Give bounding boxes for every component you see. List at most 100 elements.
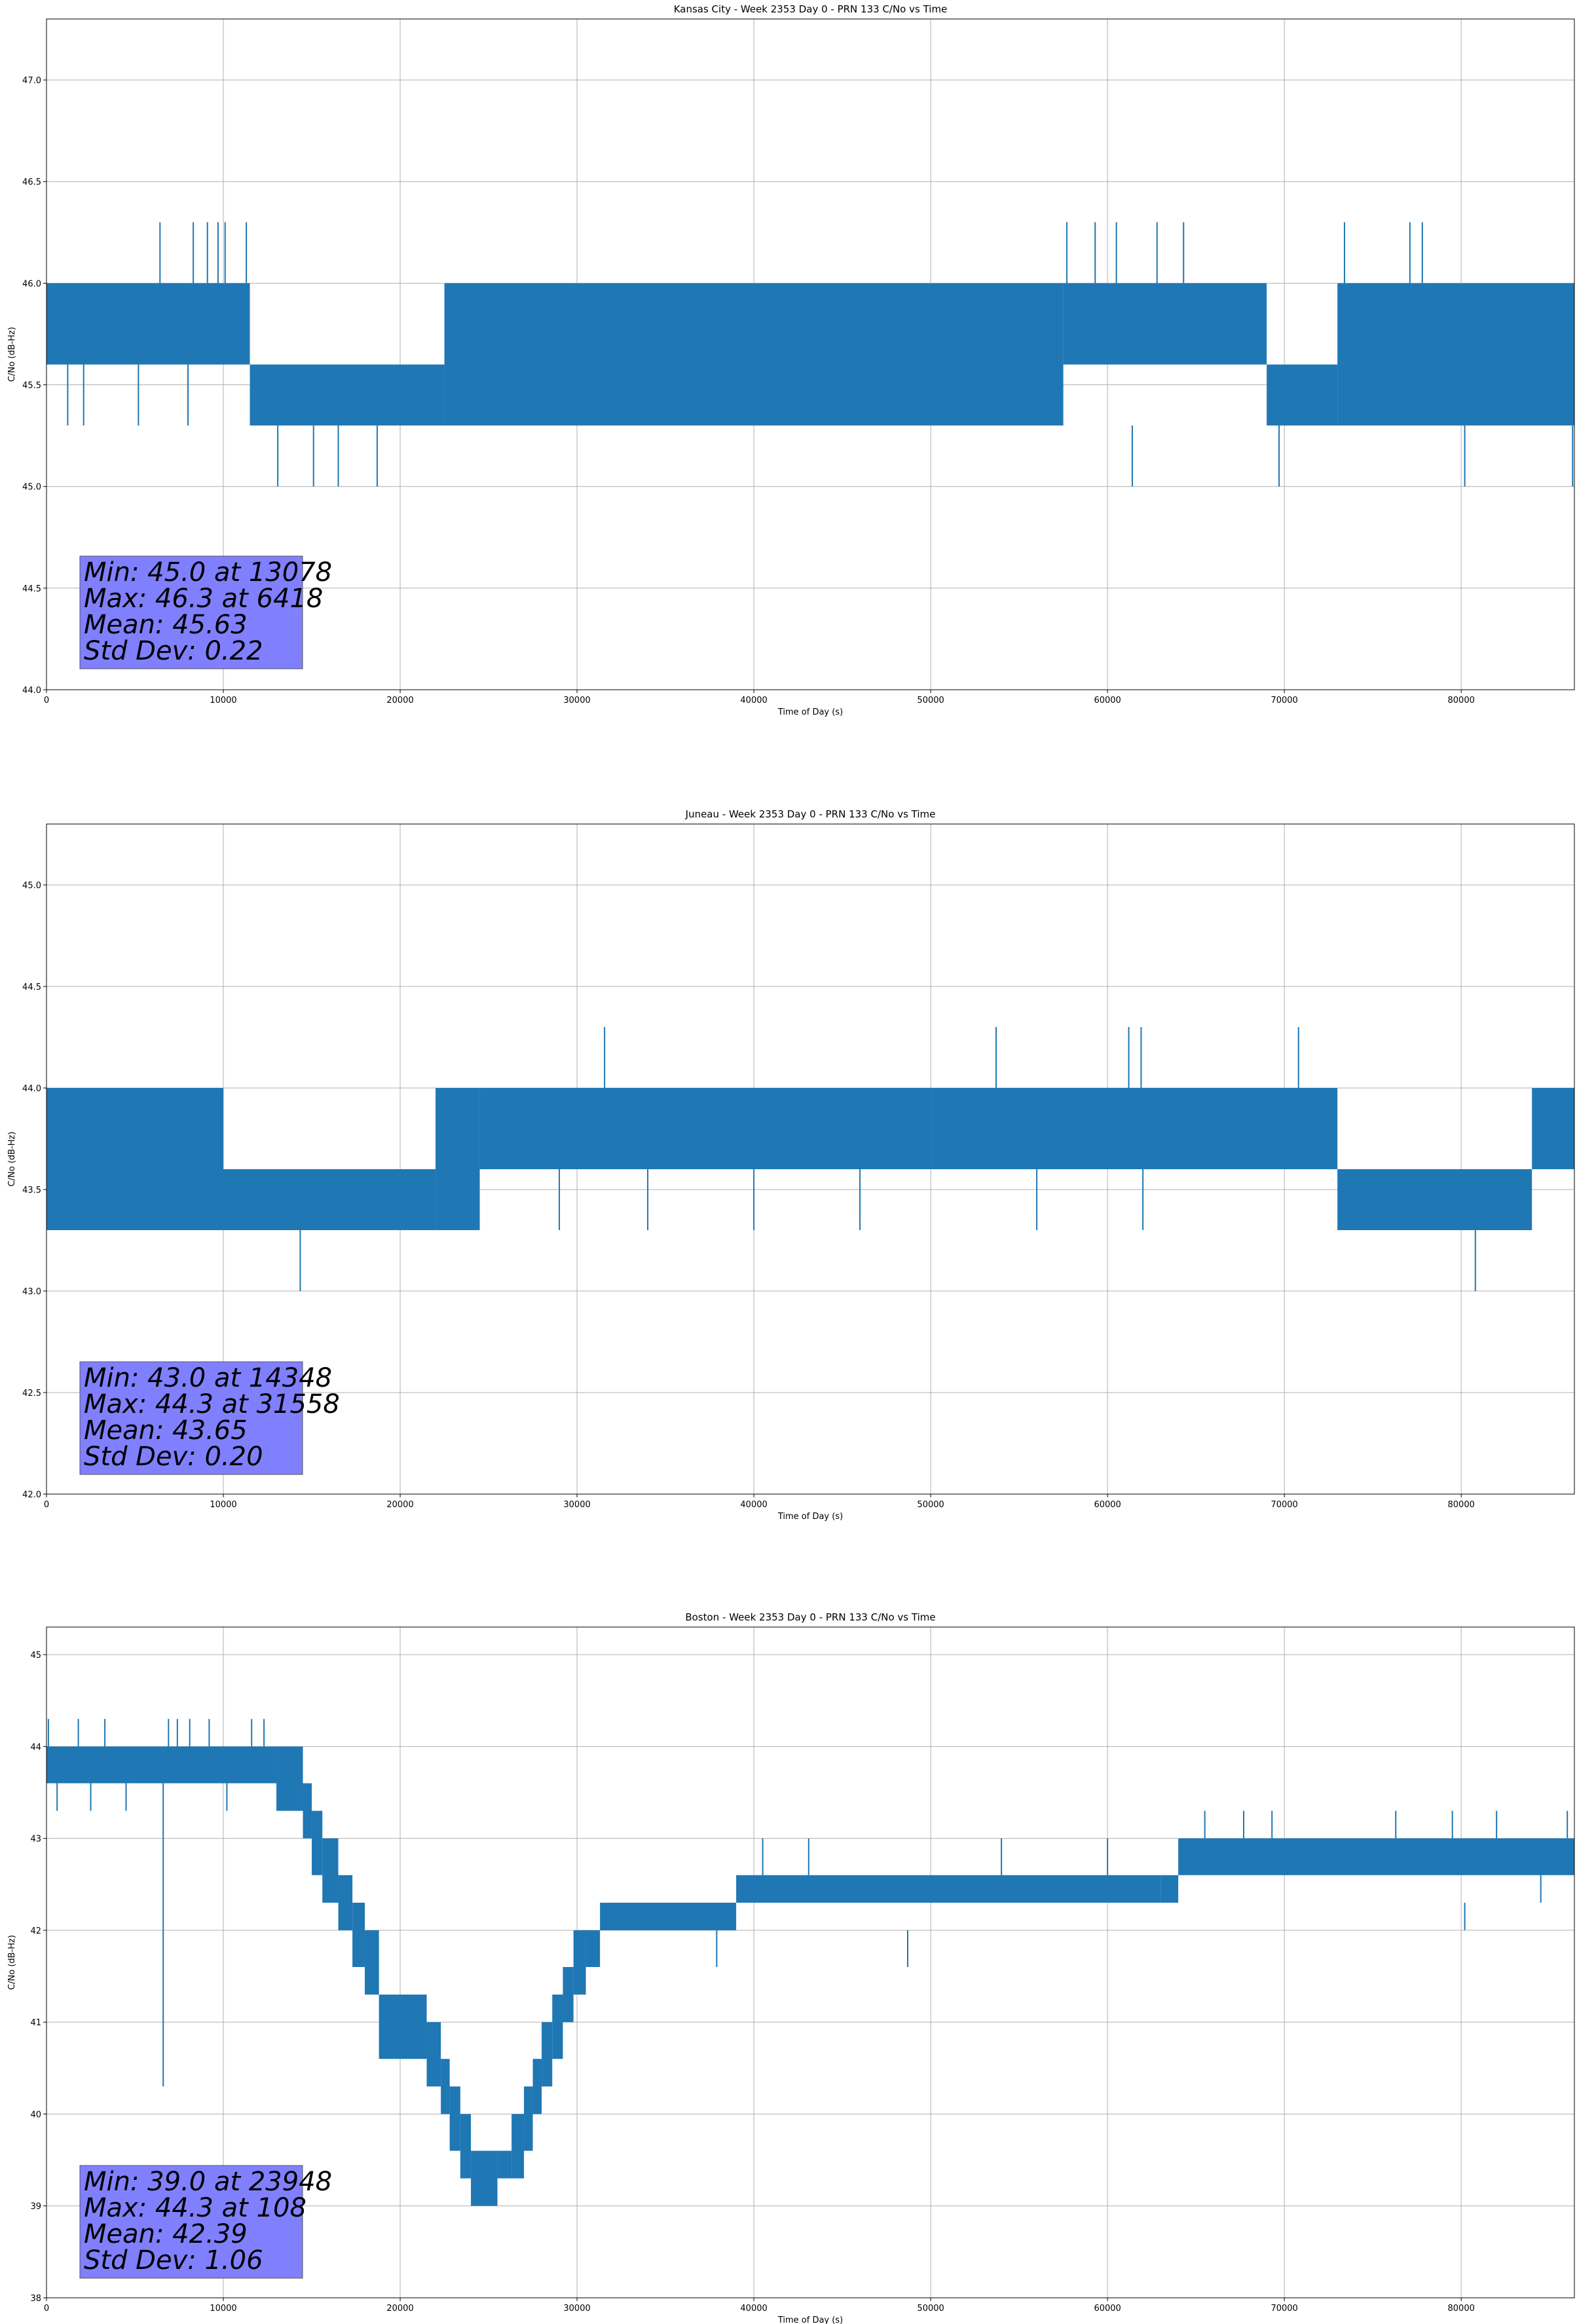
x-tick-label: 80000 <box>1448 1500 1475 1510</box>
y-tick-label: 44.5 <box>22 983 41 992</box>
axes-frame <box>46 823 1575 1495</box>
x-tick-label: 60000 <box>1094 696 1121 705</box>
data-band <box>276 1746 303 1811</box>
y-tick-label: 45.0 <box>22 881 41 891</box>
data-band <box>552 1995 563 2059</box>
x-tick-label: 20000 <box>386 2304 413 2314</box>
x-tick-label: 80000 <box>1448 696 1475 705</box>
y-tick-label: 46.0 <box>22 279 41 289</box>
y-tick-label: 38 <box>30 2294 41 2304</box>
x-tick-label: 70000 <box>1271 1500 1297 1510</box>
y-axis-label: C/No (dB-Hz) <box>7 1935 17 1990</box>
data-band <box>563 1967 574 2023</box>
x-tick-label: 10000 <box>210 2304 236 2314</box>
y-tick-label: 45.0 <box>22 483 41 493</box>
data-band <box>379 1995 401 2059</box>
y-tick-label: 42.0 <box>22 1490 41 1500</box>
stats-line: Mean: 43.65 <box>84 1415 248 1446</box>
data-band <box>352 1902 365 1968</box>
x-tick-label: 20000 <box>386 696 413 705</box>
data-band <box>736 1875 1161 1903</box>
data-band <box>1063 283 1267 365</box>
y-tick-label: 47.0 <box>22 76 41 86</box>
data-band <box>449 2086 460 2151</box>
data-band <box>573 1930 586 1995</box>
x-tick-label: 0 <box>44 2304 49 2314</box>
chart-title: Juneau - Week 2353 Day 0 - PRN 133 C/No … <box>685 808 936 820</box>
x-tick-label: 50000 <box>917 2304 944 2314</box>
data-band <box>46 283 250 365</box>
data-band <box>1160 1875 1179 1903</box>
y-tick-label: 46.5 <box>22 178 41 187</box>
data-band <box>312 1810 323 1875</box>
x-tick-label: 70000 <box>1271 696 1297 705</box>
stats-line: Mean: 45.63 <box>84 610 248 640</box>
x-tick-label: 40000 <box>740 2304 767 2314</box>
y-tick-label: 40 <box>30 2110 41 2120</box>
chart-0: 0 10000 20000 30000 40000 50000 60000 70000 8000… <box>7 3 1575 717</box>
stats-line: Min: 43.0 at 14348 <box>84 1363 332 1393</box>
data-band <box>479 1088 931 1169</box>
chart-title: Boston - Week 2353 Day 0 - PRN 133 C/No … <box>685 1611 935 1623</box>
data-band <box>426 2022 441 2087</box>
data-band <box>46 1088 224 1230</box>
y-tick-label: 44 <box>30 1742 41 1752</box>
y-tick-label: 44.0 <box>22 1084 41 1094</box>
y-tick-label: 39 <box>30 2202 41 2212</box>
x-axis-label: Time of Day (s) <box>777 2315 843 2324</box>
data-band <box>1337 283 1574 426</box>
chart-1: 0 10000 20000 30000 40000 50000 60000 70000 8000… <box>7 808 1575 1522</box>
axes-frame <box>46 1626 1575 2298</box>
stats-line: Std Dev: 0.22 <box>84 636 263 666</box>
axes-frame <box>46 18 1575 690</box>
x-tick-label: 50000 <box>917 1500 944 1510</box>
stats-line: Max: 44.3 at 108 <box>84 2193 306 2223</box>
x-tick-label: 10000 <box>210 696 236 705</box>
data-band <box>600 1902 737 1930</box>
stats-box <box>79 1361 303 1475</box>
data-band <box>444 283 1064 426</box>
data-band <box>1532 1088 1574 1169</box>
data-band <box>250 364 445 426</box>
x-tick-label: 60000 <box>1094 1500 1121 1510</box>
x-axis-label: Time of Day (s) <box>777 707 843 717</box>
x-tick-label: 20000 <box>386 1500 413 1510</box>
data-band <box>46 1746 277 1784</box>
data-band <box>511 2114 525 2179</box>
data-band <box>322 1838 339 1903</box>
data-band <box>441 2059 450 2114</box>
stats-line: Std Dev: 1.06 <box>84 2245 263 2276</box>
data-band <box>585 1930 601 1968</box>
stats-line: Min: 45.0 at 13078 <box>84 557 332 588</box>
x-tick-label: 10000 <box>210 1500 236 1510</box>
y-tick-label: 42.5 <box>22 1389 41 1398</box>
x-tick-label: 80000 <box>1448 2304 1475 2314</box>
data-band <box>542 2022 553 2087</box>
data-band <box>338 1875 353 1930</box>
y-tick-label: 45.5 <box>22 381 41 391</box>
y-tick-label: 45 <box>30 1651 41 1660</box>
x-tick-label: 40000 <box>740 696 767 705</box>
y-tick-label: 44.0 <box>22 686 41 696</box>
data-band <box>436 1088 480 1230</box>
y-tick-label: 43.5 <box>22 1186 41 1195</box>
x-tick-label: 70000 <box>1271 2304 1297 2314</box>
x-tick-label: 30000 <box>563 696 590 705</box>
x-tick-label: 0 <box>44 696 49 705</box>
stats-box <box>79 555 303 669</box>
stats-line: Max: 46.3 at 6418 <box>84 584 323 614</box>
stats-line: Min: 39.0 at 23948 <box>84 2167 332 2197</box>
x-tick-label: 30000 <box>563 1500 590 1510</box>
y-tick-label: 43.0 <box>22 1287 41 1297</box>
data-band <box>532 2059 542 2114</box>
data-band <box>471 2150 498 2206</box>
data-band <box>365 1930 379 1995</box>
x-tick-label: 50000 <box>917 696 944 705</box>
chart-title: Kansas City - Week 2353 Day 0 - PRN 133 … <box>674 3 948 15</box>
x-tick-label: 0 <box>44 1500 49 1510</box>
x-tick-label: 30000 <box>563 2304 590 2314</box>
y-axis-label: C/No (dB-Hz) <box>7 327 17 382</box>
data-band <box>303 1783 312 1839</box>
x-tick-label: 40000 <box>740 1500 767 1510</box>
